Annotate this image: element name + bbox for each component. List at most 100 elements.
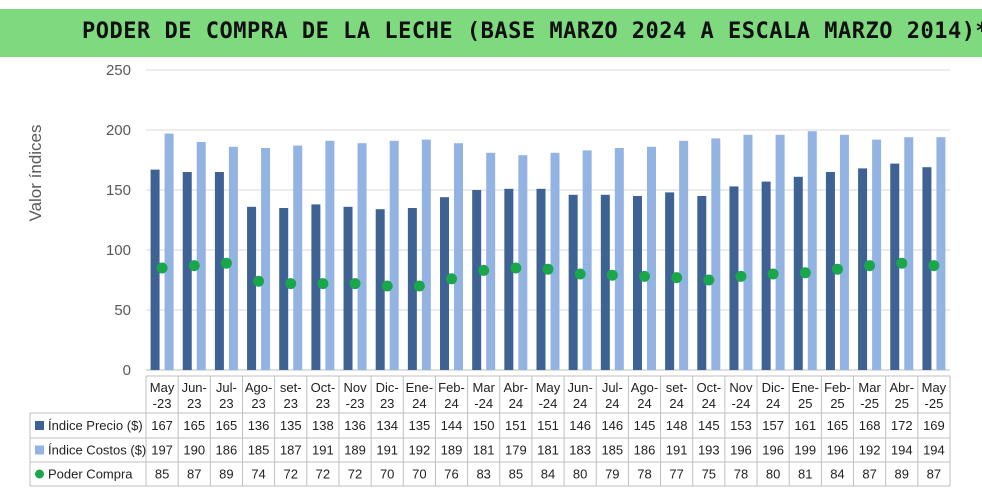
bar-precio [214,172,224,370]
legend-swatch [35,469,44,479]
data-label: 199 [794,443,816,458]
legend-label: Índice Precio ($) [48,418,143,433]
bar-costos [839,134,849,370]
category-label: 24 [573,396,587,411]
data-label: 151 [537,418,559,433]
data-label: 169 [923,418,945,433]
category-label: Mar [472,380,495,395]
bar-precio [729,186,739,370]
data-label: 187 [280,443,302,458]
bar-costos [228,146,238,370]
point-poder-compra [831,263,843,275]
category-label: 23 [187,396,201,411]
data-label: 197 [151,443,173,458]
data-label: 136 [248,418,270,433]
data-label: 81 [798,467,812,482]
y-tick-label: 250 [106,62,131,79]
bar-precio [536,188,546,370]
bar-costos [936,137,946,370]
data-label: 191 [666,443,688,458]
bar-precio [150,169,160,370]
category-label: May [536,380,561,395]
category-label: Jun- [568,380,593,395]
category-label: 25 [830,396,844,411]
bar-costos [454,143,464,370]
data-label: 157 [762,418,784,433]
point-poder-compra [735,270,747,282]
category-label: 23 [251,396,265,411]
data-label: 196 [730,443,752,458]
data-label: 165 [216,418,238,433]
data-label: 136 [344,418,366,433]
category-label: Dic- [376,380,399,395]
data-label: 76 [444,467,458,482]
data-label: 89 [895,467,909,482]
data-label: 191 [312,443,334,458]
category-label: 24 [444,396,458,411]
legend-swatch [35,421,44,430]
category-label: Jul- [216,380,237,395]
point-poder-compra [156,262,168,274]
bar-precio [343,206,353,370]
data-label: 85 [155,467,169,482]
bar-costos [486,152,496,370]
point-poder-compra [349,278,361,290]
bar-precio [504,188,514,370]
data-label: 145 [634,418,656,433]
bar-costos [582,150,592,370]
bar-precio [761,181,771,370]
point-poder-compra [285,278,297,290]
data-label: 153 [730,418,752,433]
bar-costos [389,140,399,370]
bar-precio [890,163,900,370]
data-label: 72 [316,467,330,482]
bar-precio [472,190,482,370]
bar-precio [182,172,192,370]
bar-precio [825,172,835,370]
bar-precio [440,197,450,370]
category-label: Ene- [406,380,433,395]
data-label: 135 [409,418,431,433]
category-label: 23 [219,396,233,411]
data-label: 87 [862,467,876,482]
data-label: 192 [409,443,431,458]
y-tick-label: 100 [106,242,131,259]
point-poder-compra [574,268,586,280]
bar-costos [646,146,656,370]
point-poder-compra [671,272,683,284]
bar-precio [600,194,610,370]
data-label: 172 [891,418,913,433]
category-label: -24 [474,396,493,411]
point-poder-compra [188,260,200,272]
data-label: 193 [698,443,720,458]
title-banner: PODER DE COMPRA DE LA LECHE (BASE MARZO … [0,9,982,57]
bar-precio [632,196,642,370]
data-label: 186 [634,443,656,458]
category-label: Jun- [182,380,207,395]
bar-precio [279,208,289,370]
point-poder-compra [510,262,522,274]
data-label: 134 [376,418,398,433]
y-tick-label: 200 [106,122,131,139]
legend-label: Índice Costos ($) [48,443,146,458]
category-label: set- [280,380,302,395]
data-label: 77 [669,467,683,482]
bar-costos [421,139,431,370]
data-label: 151 [505,418,527,433]
bar-costos [261,148,271,370]
point-poder-compra [413,280,425,292]
point-poder-compra [767,268,779,280]
bar-costos [614,148,624,370]
point-poder-compra [381,280,393,292]
data-label: 185 [248,443,270,458]
data-label: 194 [891,443,913,458]
chart-title: PODER DE COMPRA DE LA LECHE (BASE MARZO … [82,19,982,44]
bar-costos [196,142,206,370]
data-label: 83 [476,467,490,482]
data-label: 179 [505,443,527,458]
data-label: 138 [312,418,334,433]
point-poder-compra [317,278,329,290]
legend-label: Poder Compra [48,467,133,482]
data-label: 196 [762,443,784,458]
category-label: Abr- [504,380,529,395]
